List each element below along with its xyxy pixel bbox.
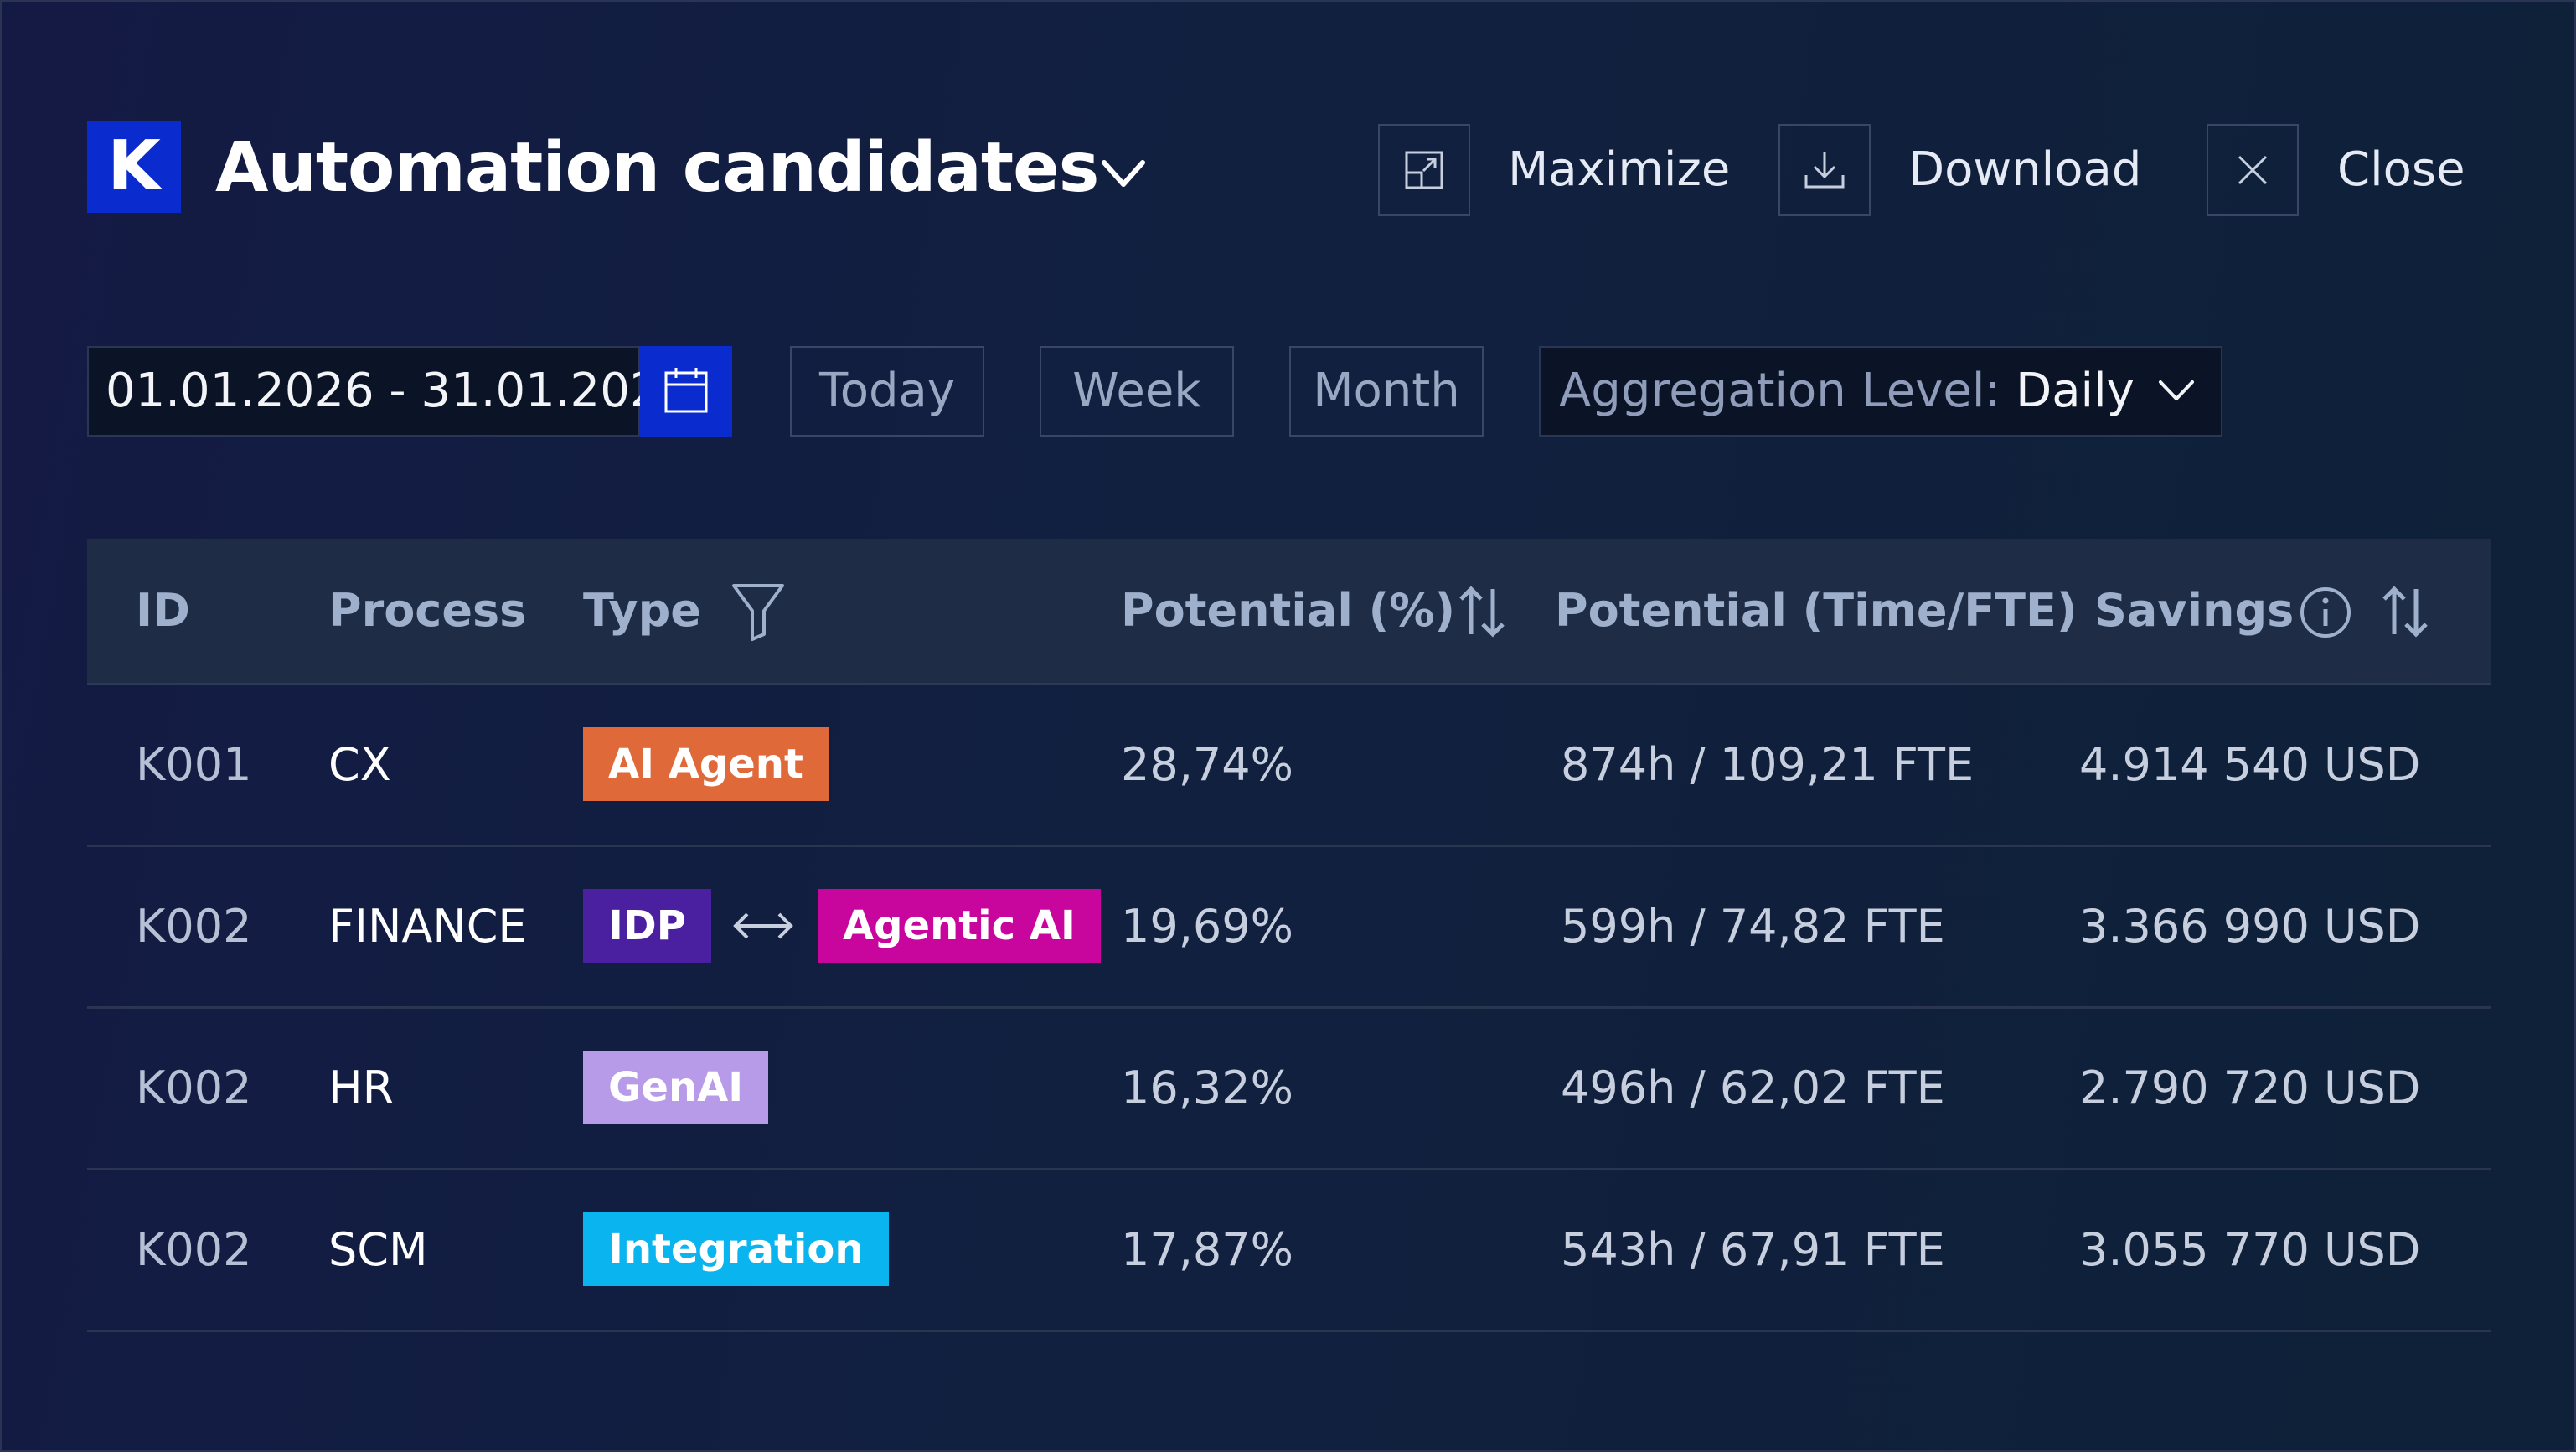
column-header-process: Process <box>328 584 527 637</box>
bidirectional-arrow-icon <box>733 912 793 939</box>
type-tag-agentic-ai: Agentic AI <box>818 889 1101 963</box>
cell-savings: 4.914 540 USD <box>2079 738 2421 791</box>
cell-process: SCM <box>328 1223 428 1276</box>
column-header-savings: Savings <box>2094 584 2295 637</box>
maximize-button[interactable] <box>1378 124 1470 216</box>
aggregation-value: Daily <box>2016 364 2135 418</box>
cell-process: FINANCE <box>328 900 527 953</box>
aggregation-level-select[interactable]: Aggregation Level: Daily <box>1539 346 2222 437</box>
table-header: ID Process Type Potential (%) Potential … <box>87 539 2491 685</box>
cell-process: CX <box>328 738 391 791</box>
aggregation-label: Aggregation Level: <box>1559 364 2001 418</box>
table-row[interactable]: K002 FINANCE IDP Agentic AI 19,69% 599h … <box>87 847 2491 1009</box>
column-header-potential-pct: Potential (%) <box>1121 584 1456 637</box>
download-icon <box>1804 152 1845 189</box>
cell-potential-time: 599h / 74,82 FTE <box>1561 900 1945 953</box>
type-tag-genai: GenAI <box>583 1051 769 1124</box>
cell-savings: 3.366 990 USD <box>2079 900 2421 953</box>
cell-potential-pct: 17,87% <box>1121 1223 1293 1276</box>
cell-potential-time: 874h / 109,21 FTE <box>1561 738 1975 791</box>
chevron-down-icon[interactable] <box>2155 375 2197 406</box>
month-button[interactable]: Month <box>1289 346 1484 437</box>
sort-icon[interactable] <box>2377 582 2433 641</box>
column-header-potential-time: Potential (Time/FTE) <box>1555 584 2078 637</box>
brand-logo: K <box>87 121 181 213</box>
cell-id: K001 <box>136 738 252 791</box>
table-row[interactable]: K002 HR GenAI 16,32% 496h / 62,02 FTE 2.… <box>87 1009 2491 1170</box>
cell-id: K002 <box>136 900 252 953</box>
calendar-button[interactable] <box>640 346 732 437</box>
table-row[interactable]: K001 CX AI Agent 28,74% 874h / 109,21 FT… <box>87 685 2491 847</box>
cell-savings: 2.790 720 USD <box>2079 1062 2421 1114</box>
cell-id: K002 <box>136 1223 252 1276</box>
column-header-type: Type <box>583 584 701 637</box>
maximize-label[interactable]: Maximize <box>1508 142 1731 197</box>
cell-savings: 3.055 770 USD <box>2079 1223 2421 1276</box>
cell-process: HR <box>328 1062 395 1114</box>
cell-potential-pct: 19,69% <box>1121 900 1293 953</box>
calendar-icon <box>664 368 708 413</box>
chevron-down-icon[interactable] <box>1097 154 1149 193</box>
week-button[interactable]: Week <box>1040 346 1234 437</box>
close-label[interactable]: Close <box>2337 142 2465 197</box>
filter-icon[interactable] <box>729 579 787 643</box>
download-label[interactable]: Download <box>1908 142 2142 197</box>
date-range-input[interactable]: 01.01.2026 - 31.01.2026 <box>87 346 689 437</box>
column-header-id: ID <box>136 584 190 637</box>
cell-id: K002 <box>136 1062 252 1114</box>
type-tag-ai-agent: AI Agent <box>583 727 829 801</box>
today-button[interactable]: Today <box>790 346 984 437</box>
maximize-icon <box>1405 151 1443 189</box>
cell-potential-pct: 16,32% <box>1121 1062 1293 1114</box>
cell-potential-time: 496h / 62,02 FTE <box>1561 1062 1945 1114</box>
table-row[interactable]: K002 SCM Integration 17,87% 543h / 67,91… <box>87 1170 2491 1332</box>
page-title[interactable]: Automation candidates <box>215 128 1099 208</box>
info-icon[interactable] <box>2299 586 2352 639</box>
close-icon <box>2238 155 2268 185</box>
cell-potential-time: 543h / 67,91 FTE <box>1561 1223 1945 1276</box>
type-tag-idp: IDP <box>583 889 711 963</box>
type-tag-integration: Integration <box>583 1212 889 1286</box>
cell-potential-pct: 28,74% <box>1121 738 1293 791</box>
close-button[interactable] <box>2207 124 2299 216</box>
sort-icon[interactable] <box>1454 582 1510 641</box>
download-button[interactable] <box>1778 124 1871 216</box>
